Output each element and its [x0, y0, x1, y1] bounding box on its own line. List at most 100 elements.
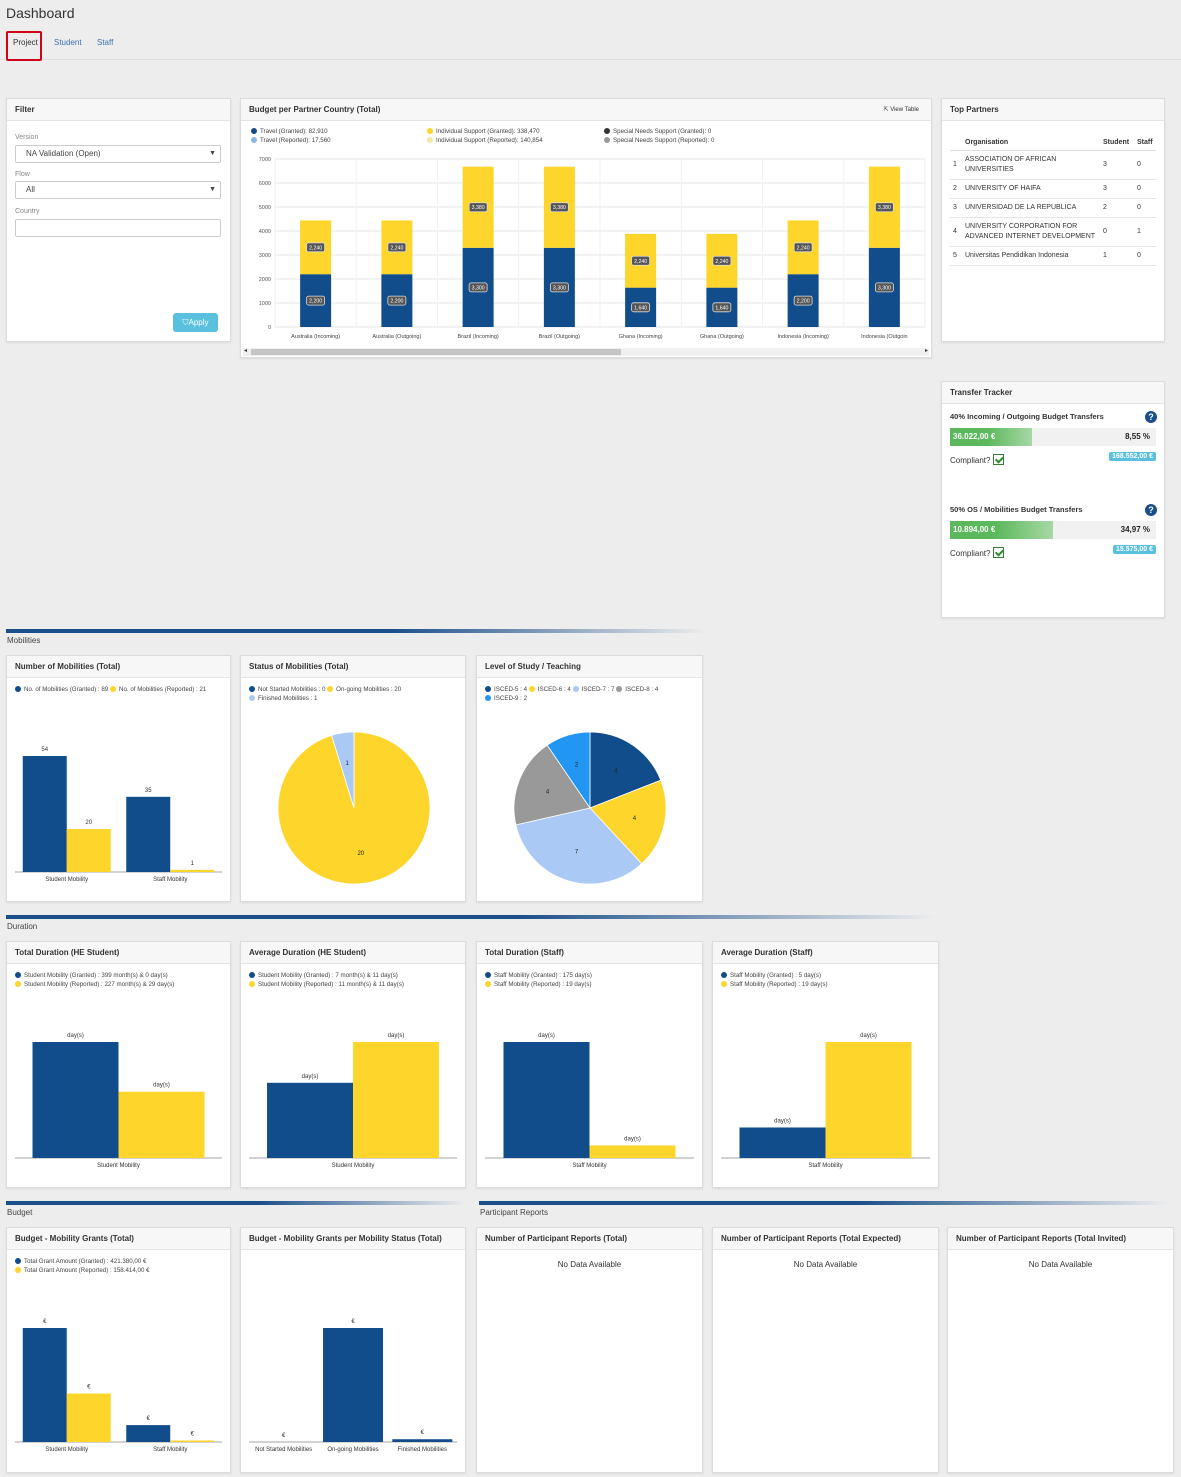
legend-text: Travel (Granted): 82,910	[260, 128, 328, 135]
apply-button[interactable]: ⛉Apply	[173, 313, 218, 332]
panel-title: Number of Participant Reports (Total)	[477, 1228, 702, 1250]
legend-text: Student Mobility (Reported) : 11 month(s…	[258, 981, 404, 988]
budget-grants-chart: € € Student Mobility € € Staff Mobility	[15, 1319, 222, 1453]
compliant-text: Compliant?	[950, 549, 991, 558]
horizontal-scrollbar[interactable]: ◂ ▸	[243, 348, 929, 356]
panel-title: Budget - Mobility Grants (Total)	[7, 1228, 230, 1250]
table-row: 2 UNIVERSITY OF HAIFA 3 0	[950, 179, 1156, 199]
legend-item: Total Grant Amount (Granted) : 421.380,0…	[15, 1257, 230, 1266]
transfer-tracker-panel: Transfer Tracker 40% Incoming / Outgoing…	[941, 381, 1165, 618]
data-label: day(s)	[624, 1136, 641, 1142]
scrollbar-thumb[interactable]	[251, 349, 621, 355]
compliant-label: Compliant?	[950, 547, 1005, 558]
legend-item: Staff Mobility (Granted) : 175 day(s)	[485, 971, 700, 980]
legend-dot	[110, 686, 116, 692]
data-label-bg	[874, 282, 894, 293]
help-icon[interactable]: ?	[1145, 504, 1157, 516]
organisation-cell: ASSOCIATION OF AFRICAN UNIVERSITIES	[962, 150, 1100, 180]
budget-status-panel: Budget - Mobility Grants per Mobility St…	[240, 1227, 466, 1473]
tab-student[interactable]: Student	[54, 38, 82, 47]
panel-title: Average Duration (Staff)	[713, 942, 938, 964]
country-label: Country	[15, 208, 40, 215]
x-tick-label: Student Mobility	[332, 1163, 375, 1169]
scroll-right-icon[interactable]: ▸	[924, 348, 928, 354]
legend-item: ISCED-9 : 2	[485, 695, 527, 702]
x-tick-label: Student Mobility	[97, 1163, 140, 1169]
flow-select[interactable]: All ▼	[15, 181, 221, 199]
progress-amount: 10.894,00 €	[953, 525, 996, 534]
legend-text: ISCED-8 : 4	[625, 686, 659, 693]
data-label: day(s)	[388, 1033, 405, 1039]
section-label: Budget	[7, 1208, 33, 1217]
chevron-down-icon: ▼	[209, 186, 216, 193]
legend-dot	[15, 1267, 21, 1273]
level-study-chart: 4 4 7 4 2	[513, 731, 667, 885]
data-label-bg	[306, 295, 326, 306]
slice-label: 1	[346, 761, 350, 767]
data-label: 1	[191, 861, 195, 867]
student-cell: 0	[1100, 217, 1134, 247]
legend-item: Staff Mobility (Reported) : 19 day(s)	[485, 980, 700, 989]
x-tick-label: Australia (Incoming)	[291, 334, 340, 340]
transfer-progress: 10.894,00 € 34,97 %	[950, 521, 1156, 539]
no-data-message: No Data Available	[793, 1260, 858, 1269]
legend-text: Individual Support (Granted): 338,470	[436, 128, 540, 135]
data-label-bg	[387, 242, 407, 253]
help-icon[interactable]: ?	[1145, 411, 1157, 423]
bar	[66, 1393, 111, 1442]
x-tick-label: Student Mobility	[45, 877, 88, 883]
x-tick-label: Brazil (Incoming)	[457, 334, 498, 340]
x-tick-label: Brazil (Outgoing)	[539, 334, 580, 340]
slice-label: 4	[614, 768, 618, 774]
legend-dot	[427, 137, 433, 143]
staff-cell: 0	[1134, 246, 1156, 266]
legend-text: Individual Support (Reported): 140,854	[436, 137, 543, 144]
data-label-bg	[468, 202, 488, 213]
student-cell: 2	[1100, 198, 1134, 218]
version-select[interactable]: NA Validation (Open) ▼	[15, 145, 221, 163]
pie-slice	[589, 731, 662, 809]
chart-legend: Total Grant Amount (Granted) : 421.380,0…	[15, 1257, 230, 1275]
view-table-link[interactable]: ⇱ View Table	[883, 99, 919, 121]
organisation-cell: UNIVERSITY OF HAIFA	[962, 179, 1100, 199]
country-input[interactable]	[15, 219, 221, 237]
data-label-bg	[793, 295, 813, 306]
compliant-text: Compliant?	[950, 456, 991, 465]
legend-item: Total Grant Amount (Reported) : 158.414,…	[15, 1266, 230, 1275]
rank-header	[950, 135, 962, 151]
data-label: 1,640	[634, 305, 647, 311]
legend-dot	[249, 972, 255, 978]
data-label: €	[191, 1432, 195, 1438]
data-label: 2,240	[634, 259, 647, 265]
view-table-label: View Table	[890, 107, 919, 113]
tab-project[interactable]: Project	[13, 38, 38, 47]
rank-cell: 3	[950, 198, 962, 218]
legend-dot	[327, 686, 334, 692]
x-tick-label: Staff Mobility	[808, 1163, 842, 1169]
pie-slice	[589, 779, 667, 865]
scroll-left-icon[interactable]: ◂	[244, 348, 248, 354]
section-duration: Duration	[6, 915, 936, 935]
data-label: day(s)	[153, 1083, 170, 1089]
staff-cell: 0	[1134, 198, 1156, 218]
slice-label: 4	[546, 789, 550, 795]
data-label: 3,300	[472, 285, 485, 291]
legend-dot	[249, 686, 255, 692]
legend-dot	[721, 972, 727, 978]
tab-project-highlight	[6, 31, 42, 61]
data-label: 2,240	[309, 245, 322, 251]
data-label: 35	[145, 788, 152, 794]
bar	[118, 1091, 205, 1158]
table-row: 4 UNIVERSITY CORPORATION FOR ADVANCED INT…	[950, 217, 1156, 247]
legend-item: Special Needs Support (Granted): 0	[604, 127, 804, 136]
legend-item: No. of Mobilities (Granted) : 89	[15, 686, 108, 693]
tab-staff[interactable]: Staff	[97, 38, 114, 47]
legend-item: Individual Support (Granted): 338,470	[427, 127, 627, 136]
data-label: €	[87, 1385, 91, 1391]
x-tick-label: Indonesia (Incoming)	[777, 334, 829, 340]
panel-title: Level of Study / Teaching	[477, 656, 702, 678]
table-row: 5 Universitas Pendidikan Indonesia 1 0	[950, 246, 1156, 266]
data-label: €	[43, 1319, 47, 1325]
data-label-bg	[468, 282, 488, 293]
data-label: day(s)	[538, 1033, 555, 1039]
